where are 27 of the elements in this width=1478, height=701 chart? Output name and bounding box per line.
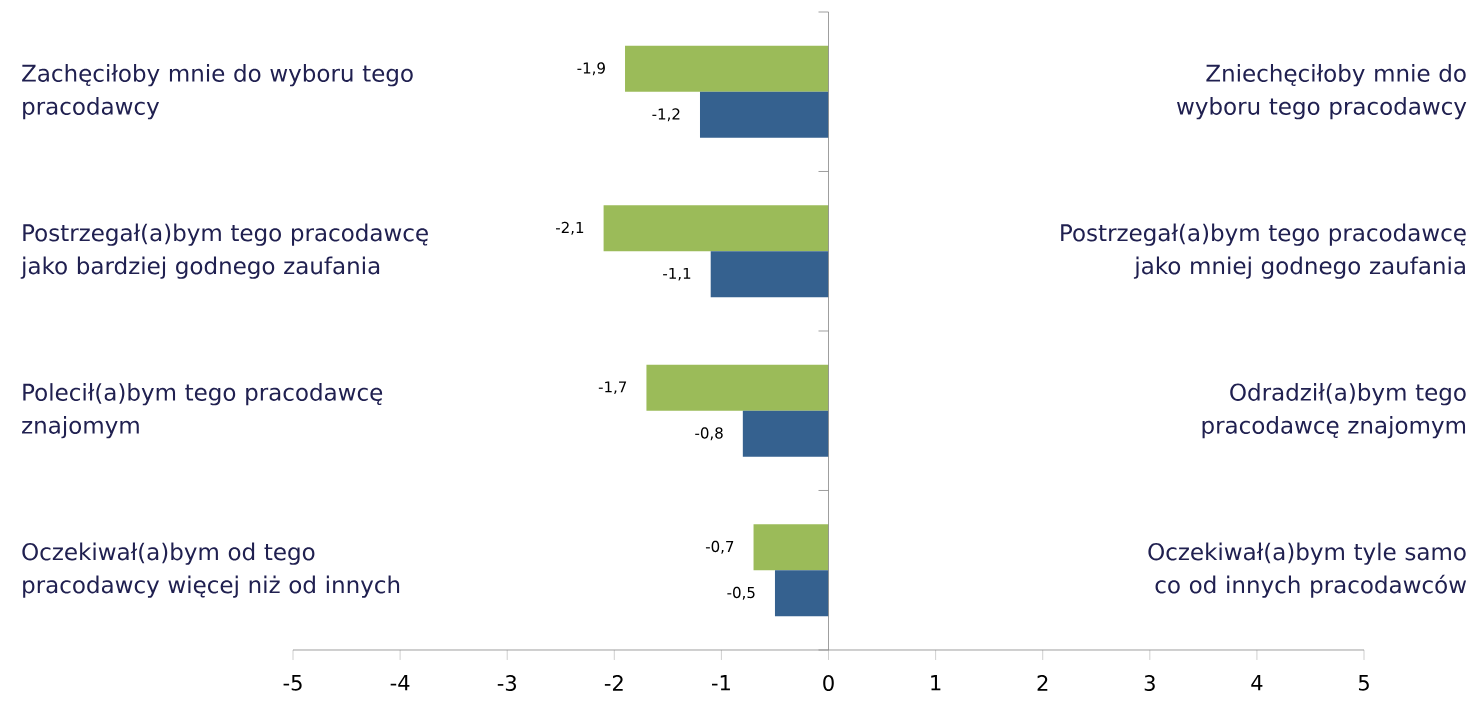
data-label: -1,7: [598, 381, 627, 395]
y2-tick-label: Zniechęciłoby mnie do wyboru tego pracodawcy: [1176, 64, 1467, 120]
y2-tick-label: Postrzegał(a)bym tego pracodawcę jako mniej godnego zaufania: [1061, 223, 1466, 279]
data-label: -2,1: [555, 221, 584, 235]
y-tick-label: Postrzegał(a)bym tego pracodawcę jako bardziej godnego zaufania: [20, 223, 428, 279]
y-tick-label: Zachęciłoby mnie do wyboru tego pracodawcy: [22, 64, 413, 120]
data-label: -1,2: [652, 108, 680, 122]
x-tick-label: 5: [1358, 675, 1369, 691]
y2-tick-label: Oczekiwał(a)bym tyle samo co od innych pracodawców: [1148, 542, 1467, 598]
x-tick-label: -5: [283, 675, 302, 691]
y2-tick-label: Odradził(a)bym tego pracodawcę znajomym: [1202, 383, 1466, 439]
x-tick-label: -3: [497, 675, 516, 691]
data-label: -0,8: [695, 427, 723, 441]
y-tick-label: Oczekiwał(a)bym od tego pracodawcy więcej niż od innych: [22, 542, 400, 598]
x-tick-label: -1: [711, 675, 730, 691]
x-tick-label: -2: [604, 675, 623, 691]
data-label: -1,9: [577, 62, 605, 76]
x-tick-label: 2: [1037, 675, 1048, 691]
data-label: -0,5: [727, 586, 755, 600]
x-tick-label: -4: [390, 675, 410, 691]
x-tick-label: 4: [1251, 675, 1263, 691]
x-tick-label: 0: [823, 675, 834, 691]
data-label: -0,7: [705, 540, 734, 554]
data-label: -1,1: [663, 267, 691, 281]
x-tick-label: 3: [1144, 675, 1155, 691]
y-tick-label: Polecił(a)bym tego pracodawcę znajomym: [22, 383, 383, 439]
x-tick-label: 1: [931, 675, 941, 691]
